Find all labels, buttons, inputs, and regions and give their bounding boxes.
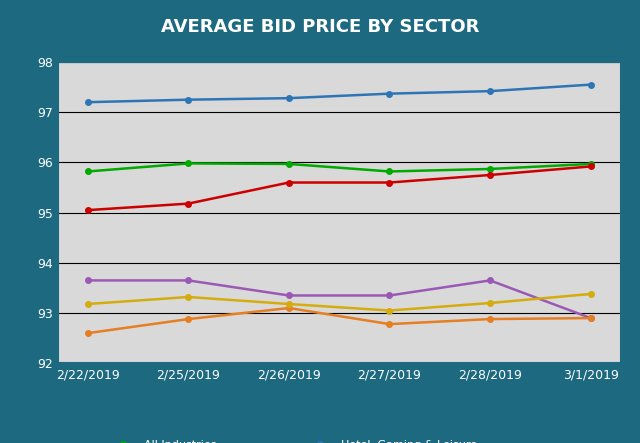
Telecommunications xyxy=(486,172,494,178)
Hotel, Gaming & Leisure xyxy=(84,100,92,105)
Beverage, Food & Tobacco xyxy=(486,278,494,283)
All Industries xyxy=(486,166,494,171)
Media: Advertising, Printing & Publishing: (1, 93.3): Advertising, Printing & Publishing: (1, … xyxy=(184,294,192,299)
Beverage, Food & Tobacco xyxy=(386,293,394,298)
All Industries xyxy=(84,169,92,174)
Telecommunications xyxy=(386,180,394,185)
Media: Advertising, Printing & Publishing: (0, 93.2): Advertising, Printing & Publishing: (0, … xyxy=(84,301,92,307)
Beverage, Food & Tobacco xyxy=(285,293,292,298)
Media: Advertising, Printing & Publishing: (5, 93.4): Advertising, Printing & Publishing: (5, … xyxy=(587,291,595,297)
Telecommunications xyxy=(84,207,92,213)
Legend: All Industries, Beverage, Food & Tobacco, Energy: Oil & Gas, Hotel, Gaming & Lei: All Industries, Beverage, Food & Tobacco… xyxy=(106,435,573,443)
Text: AVERAGE BID PRICE BY SECTOR: AVERAGE BID PRICE BY SECTOR xyxy=(161,18,479,35)
Energy: Oil & Gas: (1, 92.9): Oil & Gas: (1, 92.9) xyxy=(184,316,192,322)
Beverage, Food & Tobacco xyxy=(84,278,92,283)
Energy: Oil & Gas: (3, 92.8): Oil & Gas: (3, 92.8) xyxy=(386,322,394,327)
Energy: Oil & Gas: (0, 92.6): Oil & Gas: (0, 92.6) xyxy=(84,330,92,336)
Line: Energy: Oil & Gas: Energy: Oil & Gas xyxy=(85,305,593,336)
Line: Media: Advertising, Printing & Publishing: Media: Advertising, Printing & Publishin… xyxy=(85,291,593,313)
Media: Advertising, Printing & Publishing: (4, 93.2): Advertising, Printing & Publishing: (4, … xyxy=(486,300,494,306)
Telecommunications xyxy=(285,180,292,185)
Media: Advertising, Printing & Publishing: (2, 93.2): Advertising, Printing & Publishing: (2, … xyxy=(285,301,292,307)
Energy: Oil & Gas: (5, 92.9): Oil & Gas: (5, 92.9) xyxy=(587,315,595,321)
Line: All Industries: All Industries xyxy=(85,161,593,174)
Beverage, Food & Tobacco xyxy=(587,315,595,321)
All Industries xyxy=(285,161,292,167)
Media: Advertising, Printing & Publishing: (3, 93): Advertising, Printing & Publishing: (3, … xyxy=(386,308,394,313)
All Industries xyxy=(587,161,595,167)
Hotel, Gaming & Leisure xyxy=(386,91,394,96)
Energy: Oil & Gas: (2, 93.1): Oil & Gas: (2, 93.1) xyxy=(285,305,292,311)
All Industries xyxy=(386,169,394,174)
Line: Hotel, Gaming & Leisure: Hotel, Gaming & Leisure xyxy=(85,82,593,105)
Telecommunications xyxy=(587,164,595,169)
All Industries xyxy=(184,161,192,166)
Hotel, Gaming & Leisure xyxy=(587,82,595,87)
Hotel, Gaming & Leisure xyxy=(184,97,192,102)
Hotel, Gaming & Leisure xyxy=(285,96,292,101)
Energy: Oil & Gas: (4, 92.9): Oil & Gas: (4, 92.9) xyxy=(486,316,494,322)
Hotel, Gaming & Leisure xyxy=(486,89,494,94)
Line: Beverage, Food & Tobacco: Beverage, Food & Tobacco xyxy=(85,278,593,321)
Line: Telecommunications: Telecommunications xyxy=(85,163,593,213)
Telecommunications xyxy=(184,201,192,206)
Beverage, Food & Tobacco xyxy=(184,278,192,283)
